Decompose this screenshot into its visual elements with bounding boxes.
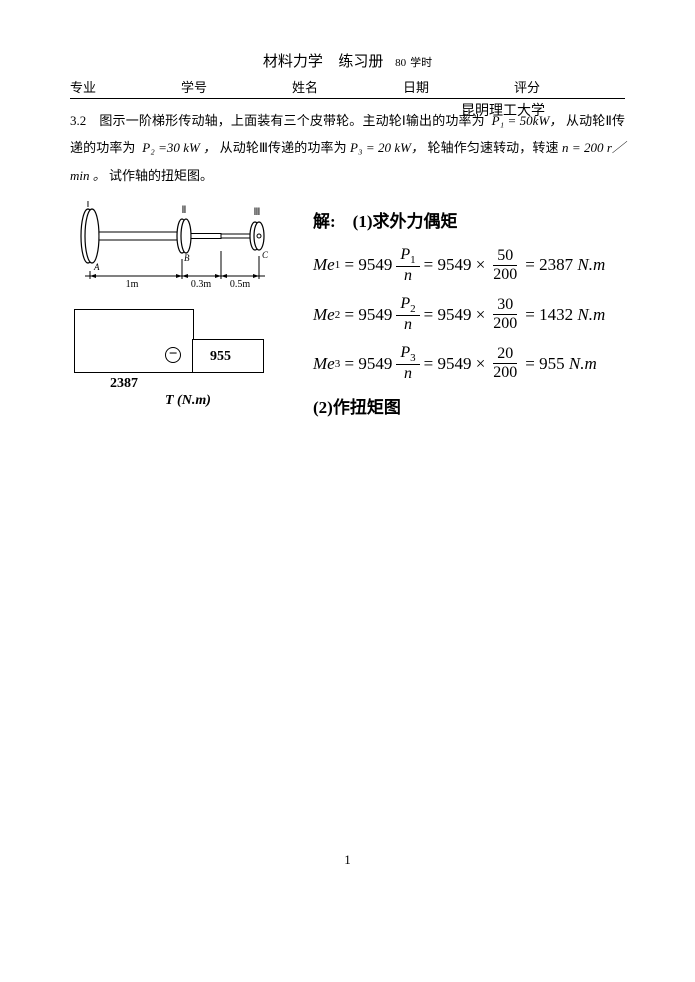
svg-text:C: C <box>262 250 269 260</box>
svg-text:B: B <box>184 253 190 263</box>
doc-title: 材料力学 <box>263 50 323 71</box>
svg-text:0.5m: 0.5m <box>230 279 251 290</box>
svg-text:Ⅰ: Ⅰ <box>87 201 90 210</box>
page-number: 1 <box>70 852 625 868</box>
svg-text:Ⅱ: Ⅱ <box>182 205 187 216</box>
formula-me1: Me1 = 9549 P1n = 9549 × 50200 = 2387 N.m <box>313 246 625 285</box>
axis-label: T (N.m) <box>165 393 211 408</box>
shaft-diagram: Ⅰ Ⅱ Ⅲ A B C <box>70 201 295 291</box>
step2-title: (2)作扭矩图 <box>313 393 625 418</box>
torque-v1: 2387 <box>110 376 138 392</box>
formula-me3: Me3 = 9549 P3n = 9549 × 20200 = 955 N.m <box>313 344 625 383</box>
hours: 80 <box>395 57 406 69</box>
label-date: 日期 <box>403 77 514 96</box>
info-row: 专业 学号 姓名 日期 评分 <box>70 75 625 99</box>
doc-subtitle: 练习册 <box>338 50 383 71</box>
hours-suffix: 学时 <box>410 54 432 70</box>
svg-text:0.3m: 0.3m <box>191 279 212 290</box>
svg-text:1m: 1m <box>126 279 139 290</box>
svg-text:A: A <box>93 262 100 272</box>
torque-diagram: − 955 2387 T (N.m) <box>70 309 280 419</box>
problem-number: 3.2 <box>70 107 96 134</box>
university: 昆明理工大学 <box>461 100 545 120</box>
solution-label: 解: <box>313 212 336 231</box>
label-score: 评分 <box>514 77 625 96</box>
torque-v2: 955 <box>210 349 231 365</box>
svg-text:Ⅲ: Ⅲ <box>254 207 261 218</box>
label-major: 专业 <box>70 77 181 96</box>
step1-title: (1)求外力偶矩 <box>353 212 458 231</box>
formula-me2: Me2 = 9549 P2n = 9549 × 30200 = 1432 N.m <box>313 295 625 334</box>
label-student-id: 学号 <box>181 77 292 96</box>
label-name: 姓名 <box>292 77 403 96</box>
